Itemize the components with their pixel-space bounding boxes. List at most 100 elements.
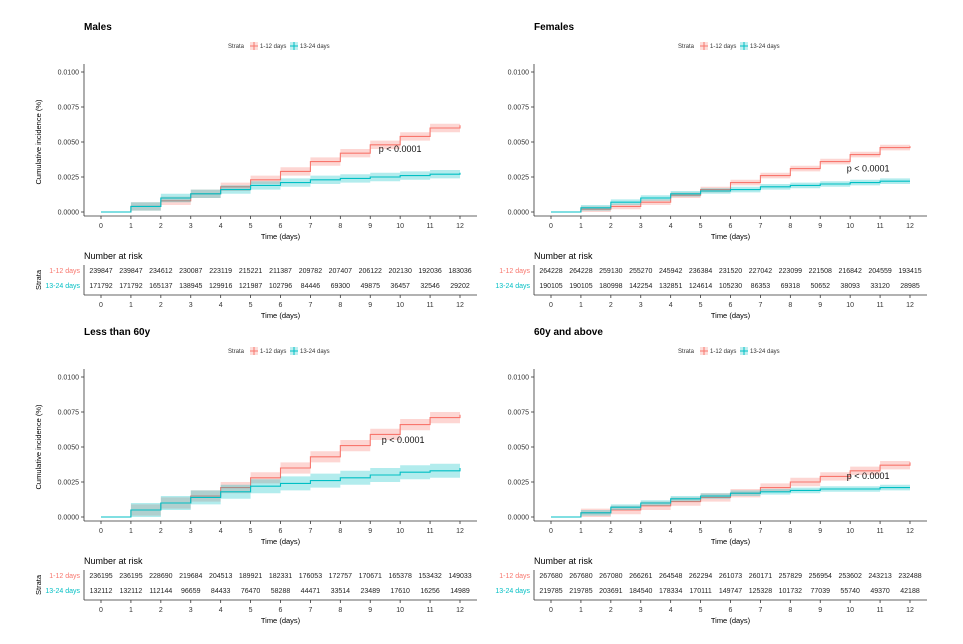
risk-strata-label: 13-24 days [495, 283, 530, 290]
risk-tick-label: 4 [669, 607, 673, 614]
x-tick-label: 9 [818, 528, 822, 535]
x-tick-label: 7 [308, 223, 312, 230]
risk-x-axis-label: Time (days) [711, 311, 751, 320]
risk-tick-label: 2 [159, 302, 163, 309]
x-tick-label: 11 [876, 223, 883, 230]
risk-value: 264228 [569, 268, 592, 275]
risk-value: 132851 [659, 283, 682, 290]
y-tick-label: 0.0050 [58, 140, 80, 147]
risk-value: 219785 [569, 588, 592, 595]
risk-strata-label: 1-12 days [499, 268, 530, 275]
y-tick-label: 0.0100 [58, 70, 80, 77]
x-tick-label: 10 [846, 223, 854, 230]
ci-band [551, 484, 910, 517]
risk-tick-label: 4 [669, 302, 673, 309]
risk-value: 264228 [539, 268, 562, 275]
legend-item: 13-24 days [740, 42, 780, 50]
risk-value: 142254 [629, 283, 652, 290]
risk-value: 55740 [840, 588, 860, 595]
x-tick-label: 6 [729, 528, 733, 535]
x-axis-label: Time (days) [711, 537, 751, 546]
risk-tick-label: 6 [729, 607, 733, 614]
y-tick-label: 0.0075 [58, 410, 80, 417]
risk-tick-label: 11 [426, 607, 433, 614]
risk-value: 223099 [779, 268, 802, 275]
legend-label: 1-12 days [710, 44, 736, 50]
chart-panel: Females Strata 1-12 days 13-24 days 0.0000 0.… [495, 22, 927, 320]
risk-value: 239847 [89, 268, 112, 275]
risk-value: 49370 [870, 588, 890, 595]
x-tick-label: 0 [549, 223, 553, 230]
x-tick-label: 11 [426, 528, 433, 535]
risk-value: 228690 [149, 573, 172, 580]
x-tick-label: 2 [609, 528, 613, 535]
risk-tick-label: 1 [129, 302, 133, 309]
risk-value: 23489 [361, 588, 381, 595]
x-tick-label: 12 [456, 528, 464, 535]
risk-value: 257829 [779, 573, 802, 580]
risk-value: 29202 [450, 283, 470, 290]
x-tick-label: 12 [906, 528, 914, 535]
risk-tick-label: 5 [249, 607, 253, 614]
risk-tick-label: 0 [99, 607, 103, 614]
risk-value: 178334 [659, 588, 682, 595]
x-tick-label: 12 [456, 223, 464, 230]
ci-band [551, 178, 910, 212]
risk-value: 105230 [719, 283, 742, 290]
risk-value: 101732 [779, 588, 802, 595]
risk-tick-label: 3 [189, 607, 193, 614]
risk-tick-label: 1 [129, 607, 133, 614]
x-tick-label: 10 [396, 528, 404, 535]
x-tick-label: 7 [758, 223, 762, 230]
risk-tick-label: 4 [219, 607, 223, 614]
risk-value: 170111 [689, 588, 711, 595]
risk-tick-label: 8 [338, 607, 342, 614]
risk-tick-label: 0 [549, 607, 553, 614]
risk-value: 121987 [239, 283, 262, 290]
x-tick-label: 2 [609, 223, 613, 230]
ci-band [101, 409, 460, 517]
risk-value: 14989 [450, 588, 470, 595]
risk-tick-label: 12 [456, 607, 464, 614]
y-tick-label: 0.0100 [508, 375, 530, 382]
x-tick-label: 7 [308, 528, 312, 535]
series-line [551, 487, 910, 518]
x-tick-label: 6 [729, 223, 733, 230]
x-tick-label: 3 [189, 528, 193, 535]
legend-item: 1-12 days [700, 42, 736, 50]
risk-value: 216842 [838, 268, 861, 275]
x-tick-label: 4 [219, 528, 223, 535]
p-value: p < 0.0001 [847, 471, 890, 481]
risk-value: 204559 [868, 268, 891, 275]
risk-value: 84433 [211, 588, 231, 595]
x-tick-label: 4 [669, 528, 673, 535]
x-tick-label: 5 [249, 528, 253, 535]
risk-tick-label: 0 [99, 302, 103, 309]
risk-value: 172757 [329, 573, 352, 580]
risk-value: 86353 [751, 283, 771, 290]
x-tick-label: 7 [758, 528, 762, 535]
risk-value: 33120 [870, 283, 890, 290]
risk-x-axis-label: Time (days) [711, 616, 751, 625]
risk-value: 165137 [149, 283, 172, 290]
legend-label: 13-24 days [300, 44, 330, 50]
risk-tick-label: 7 [758, 302, 762, 309]
x-tick-label: 4 [219, 223, 223, 230]
risk-value: 125328 [749, 588, 772, 595]
risk-value: 245942 [659, 268, 682, 275]
risk-value: 267680 [539, 573, 562, 580]
risk-tick-label: 6 [279, 607, 283, 614]
risk-value: 170671 [359, 573, 382, 580]
legend-item: 13-24 days [740, 347, 780, 355]
x-tick-label: 8 [788, 223, 792, 230]
x-tick-label: 8 [338, 528, 342, 535]
risk-value: 50652 [811, 283, 831, 290]
risk-x-axis-label: Time (days) [261, 311, 301, 320]
risk-value: 230087 [179, 268, 202, 275]
x-tick-label: 5 [699, 528, 703, 535]
legend-label: 13-24 days [300, 349, 330, 355]
legend-item: 1-12 days [700, 347, 736, 355]
x-tick-label: 3 [189, 223, 193, 230]
risk-value: 190105 [539, 283, 562, 290]
risk-tick-label: 3 [639, 302, 643, 309]
